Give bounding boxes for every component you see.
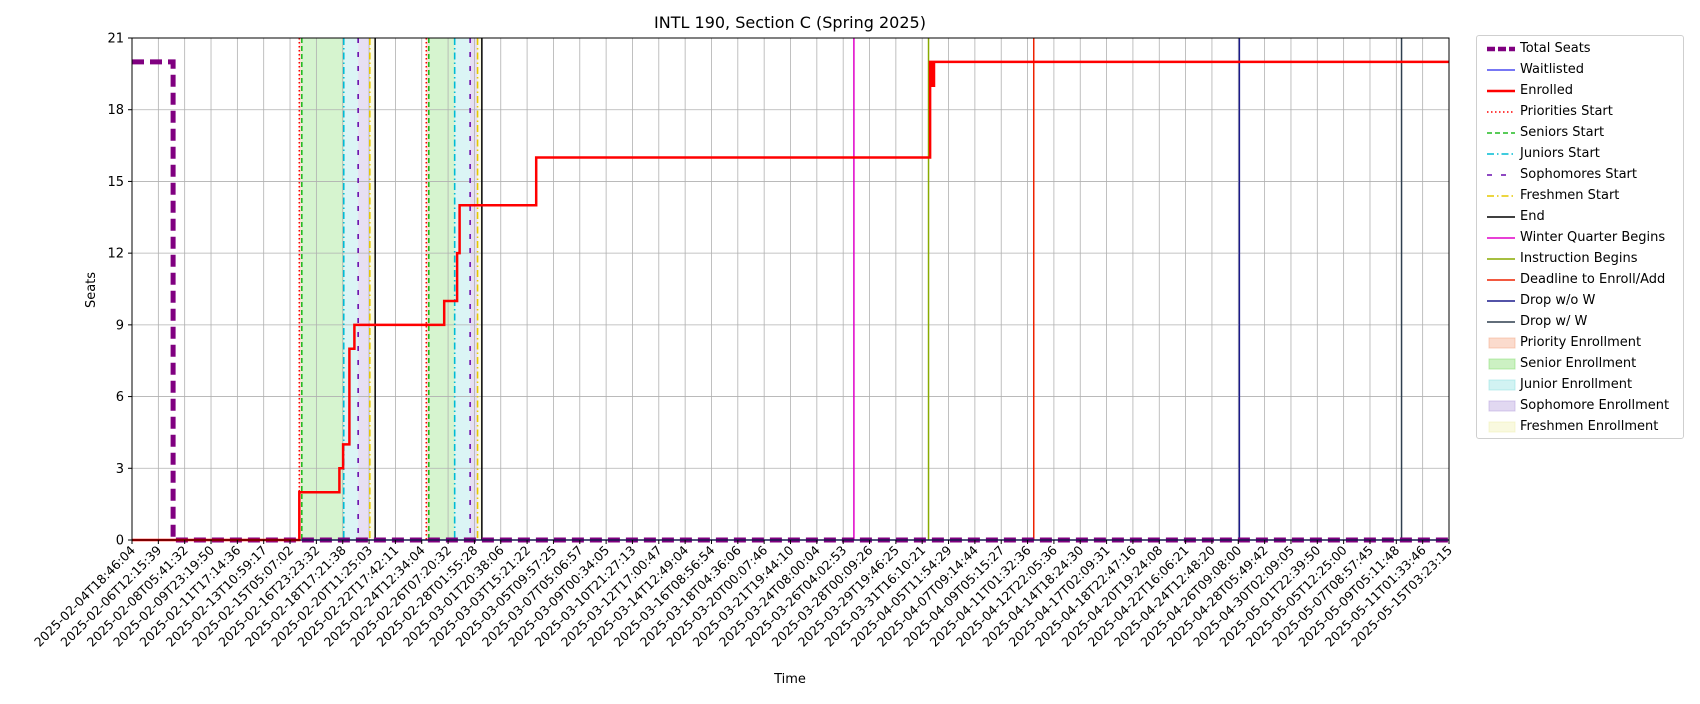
legend-label: Drop w/o W xyxy=(1520,293,1596,308)
legend-item: Priority Enrollment xyxy=(1477,333,1683,354)
enrollment-period-band xyxy=(477,38,482,540)
legend-patch xyxy=(1488,337,1516,349)
legend-label: Freshmen Start xyxy=(1520,188,1620,203)
legend-swatch xyxy=(1488,400,1516,412)
legend-item: Junior Enrollment xyxy=(1477,375,1683,396)
y-tick-label: 12 xyxy=(107,247,124,262)
legend-label: Junior Enrollment xyxy=(1520,377,1633,392)
y-tick-label: 9 xyxy=(116,318,124,333)
legend: Total Seats Waitlisted Enrolled Priorities … xyxy=(1476,35,1684,439)
y-tick-label: 21 xyxy=(107,32,124,47)
legend-item: Drop w/o W xyxy=(1477,291,1683,312)
legend-label: Seniors Start xyxy=(1520,125,1605,140)
legend-label: Enrolled xyxy=(1520,83,1573,98)
legend-item: Instruction Begins xyxy=(1477,249,1683,270)
legend-item: Total Seats xyxy=(1477,39,1683,60)
legend-label: End xyxy=(1520,209,1545,224)
legend-label: Instruction Begins xyxy=(1520,251,1638,266)
legend-label: Total Seats xyxy=(1520,41,1591,56)
enrollment-period-band xyxy=(299,38,302,540)
legend-swatch xyxy=(1487,216,1515,218)
legend-swatch xyxy=(1487,174,1515,176)
legend-item: Waitlisted xyxy=(1477,60,1683,81)
series-line xyxy=(132,60,1449,542)
legend-swatch xyxy=(1487,195,1515,197)
legend-label: Sophomore Enrollment xyxy=(1520,398,1670,413)
legend-swatch xyxy=(1488,358,1516,370)
legend-item: Sophomore Enrollment xyxy=(1477,396,1683,417)
legend-label: Waitlisted xyxy=(1520,62,1585,77)
legend-swatch xyxy=(1487,153,1515,155)
legend-swatch xyxy=(1487,132,1515,134)
legend-swatch xyxy=(1487,321,1515,323)
legend-swatch xyxy=(1487,279,1515,281)
legend-swatch xyxy=(1487,258,1515,260)
y-tick-label: 0 xyxy=(116,534,124,549)
y-axis-label: Seats xyxy=(84,272,99,308)
enrollment-period-band xyxy=(426,38,429,540)
legend-swatch xyxy=(1487,69,1515,71)
legend-label: Sophomores Start xyxy=(1520,167,1637,182)
legend-item: Senior Enrollment xyxy=(1477,354,1683,375)
chart-title: INTL 190, Section C (Spring 2025) xyxy=(654,13,926,32)
legend-item: Freshmen Start xyxy=(1477,186,1683,207)
legend-item: Priorities Start xyxy=(1477,102,1683,123)
legend-label: Deadline to Enroll/Add xyxy=(1520,272,1666,287)
legend-label: Juniors Start xyxy=(1520,146,1600,161)
y-tick-label: 3 xyxy=(116,462,124,477)
legend-item: Seniors Start xyxy=(1477,123,1683,144)
legend-swatch xyxy=(1488,379,1516,391)
legend-label: Winter Quarter Begins xyxy=(1520,230,1666,245)
legend-swatch xyxy=(1487,237,1515,239)
y-tick-label: 6 xyxy=(116,390,124,405)
enrollment-period-band xyxy=(428,38,455,540)
legend-swatch xyxy=(1487,111,1515,113)
y-tick-label: 18 xyxy=(107,103,124,118)
legend-swatch xyxy=(1487,46,1515,52)
x-axis-label: Time xyxy=(773,672,806,687)
legend-item: Drop w/ W xyxy=(1477,312,1683,333)
legend-patch xyxy=(1488,421,1516,433)
enrollment-period-band xyxy=(301,38,344,540)
enrollment-period-band xyxy=(343,38,359,540)
legend-item: Sophomores Start xyxy=(1477,165,1683,186)
legend-swatch xyxy=(1488,337,1516,349)
legend-swatch xyxy=(1487,300,1515,302)
enrollment-period-band xyxy=(454,38,471,540)
legend-patch xyxy=(1488,400,1516,412)
legend-label: Priority Enrollment xyxy=(1520,335,1642,350)
enrollment-period-band xyxy=(470,38,478,540)
legend-item: Enrolled xyxy=(1477,81,1683,102)
legend-item: Winter Quarter Begins xyxy=(1477,228,1683,249)
y-tick-label: 15 xyxy=(107,175,124,190)
legend-item: Freshmen Enrollment xyxy=(1477,417,1683,438)
enrollment-period-band xyxy=(369,38,376,540)
plot-area: 0369121518212025-02-04T18:46:042025-02-0… xyxy=(31,32,1455,650)
legend-patch xyxy=(1488,358,1516,370)
legend-item: Juniors Start xyxy=(1477,144,1683,165)
legend-label: Freshmen Enrollment xyxy=(1520,419,1659,434)
legend-patch xyxy=(1488,379,1516,391)
legend-item: Deadline to Enroll/Add xyxy=(1477,270,1683,291)
legend-item: End xyxy=(1477,207,1683,228)
legend-label: Drop w/ W xyxy=(1520,314,1588,329)
enrollment-period-band xyxy=(358,38,370,540)
legend-label: Priorities Start xyxy=(1520,104,1613,119)
legend-swatch xyxy=(1488,421,1516,433)
legend-swatch xyxy=(1487,89,1515,93)
legend-label: Senior Enrollment xyxy=(1520,356,1637,371)
